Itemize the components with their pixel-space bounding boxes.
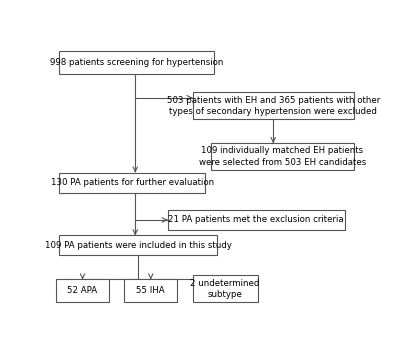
FancyBboxPatch shape (59, 51, 214, 74)
Text: 109 individually matched EH patients
were selected from 503 EH candidates: 109 individually matched EH patients wer… (199, 146, 366, 167)
Text: 998 patients screening for hypertension: 998 patients screening for hypertension (50, 58, 224, 67)
FancyBboxPatch shape (193, 92, 354, 119)
FancyBboxPatch shape (211, 143, 354, 170)
Text: 21 PA patients met the exclusion criteria: 21 PA patients met the exclusion criteri… (168, 215, 344, 225)
Text: 109 PA patients were included in this study: 109 PA patients were included in this st… (45, 241, 232, 250)
Text: 130 PA patients for further evaluation: 130 PA patients for further evaluation (50, 178, 214, 187)
Text: 52 APA: 52 APA (68, 286, 98, 295)
FancyBboxPatch shape (168, 210, 344, 230)
FancyBboxPatch shape (56, 279, 109, 302)
Text: 55 IHA: 55 IHA (136, 286, 165, 295)
FancyBboxPatch shape (124, 279, 177, 302)
FancyBboxPatch shape (59, 172, 205, 193)
FancyBboxPatch shape (193, 276, 258, 302)
Text: 503 patients with EH and 365 patients with other
types of secondary hypertension: 503 patients with EH and 365 patients wi… (166, 95, 380, 116)
Text: 2 undetermined
subtype: 2 undetermined subtype (190, 279, 260, 299)
FancyBboxPatch shape (59, 235, 218, 255)
